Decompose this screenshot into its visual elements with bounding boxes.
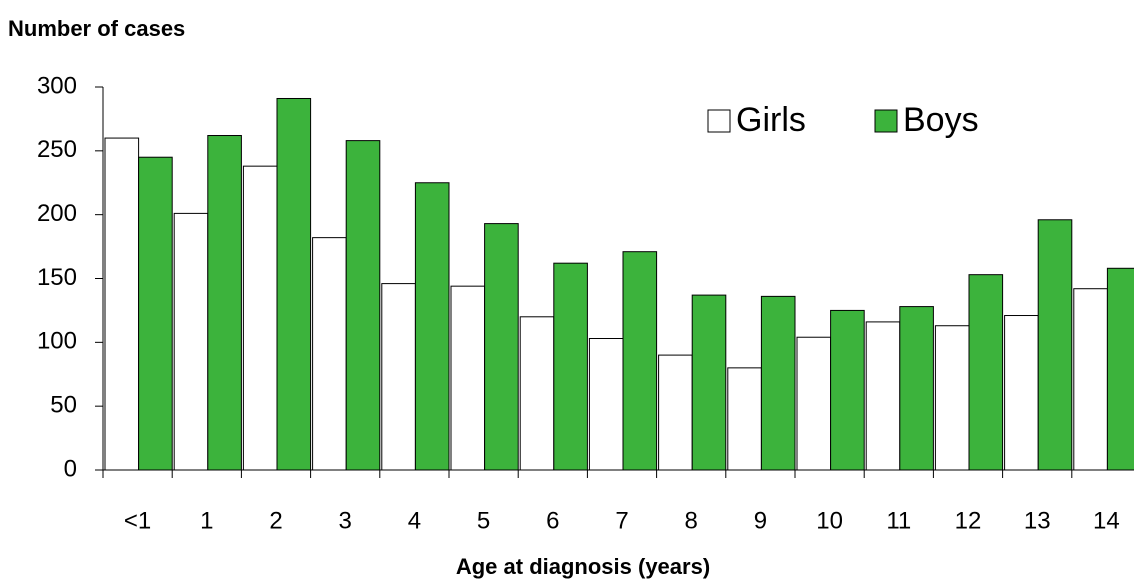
x-tick-label: <1 — [124, 507, 151, 534]
bar — [414, 182, 450, 471]
bar — [1106, 267, 1134, 471]
bar — [796, 336, 832, 471]
bar — [381, 283, 416, 471]
bar — [104, 137, 140, 471]
bar — [345, 140, 381, 471]
x-tick-label: 1 — [200, 507, 213, 534]
bar — [727, 367, 762, 471]
y-tick-label: 50 — [50, 392, 77, 419]
x-tick-label: 14 — [1093, 507, 1120, 534]
legend-swatch — [874, 109, 898, 133]
bar — [276, 97, 312, 471]
y-tick-label: 150 — [37, 264, 77, 291]
x-tick-label: 9 — [754, 507, 767, 534]
bar — [1004, 315, 1039, 471]
x-tick-label: 12 — [955, 507, 982, 534]
legend-label: Boys — [903, 101, 979, 139]
bar — [830, 309, 865, 471]
x-tick-label: 10 — [816, 507, 843, 534]
bar — [899, 306, 934, 471]
bar — [1037, 219, 1073, 471]
y-tick-label: 200 — [37, 200, 77, 227]
bar — [138, 156, 173, 471]
x-tick-label: 11 — [886, 507, 911, 534]
bar — [865, 321, 901, 471]
bar — [934, 325, 970, 471]
bar — [207, 135, 242, 471]
x-tick-label: 4 — [408, 507, 421, 534]
bar — [450, 285, 486, 471]
x-tick-label: 7 — [615, 507, 628, 534]
bar — [312, 237, 347, 471]
bar — [622, 251, 658, 471]
x-tick-label: 8 — [685, 507, 698, 534]
y-tick-label: 0 — [64, 455, 77, 482]
x-tick-label: 6 — [546, 507, 559, 534]
y-tick-label: 100 — [37, 328, 77, 355]
y-tick-label: 300 — [37, 72, 77, 99]
bar — [588, 338, 624, 471]
y-tick-label: 250 — [37, 136, 77, 163]
bar — [519, 316, 555, 471]
bar — [173, 212, 209, 471]
bar — [242, 165, 278, 471]
x-tick-label: 2 — [269, 507, 282, 534]
bar — [691, 294, 727, 471]
bar — [1073, 288, 1108, 471]
bar — [658, 354, 693, 471]
chart-title: Number of cases — [8, 16, 185, 41]
bar — [760, 295, 796, 471]
x-tick-label: 5 — [477, 507, 490, 534]
bar — [968, 274, 1004, 471]
bar — [484, 223, 519, 471]
bar — [553, 262, 588, 471]
x-tick-label: 13 — [1024, 507, 1051, 534]
legend-label: Girls — [736, 101, 806, 139]
x-axis-label: Age at diagnosis (years) — [456, 554, 710, 579]
legend-swatch — [707, 109, 731, 133]
x-tick-label: 3 — [339, 507, 352, 534]
